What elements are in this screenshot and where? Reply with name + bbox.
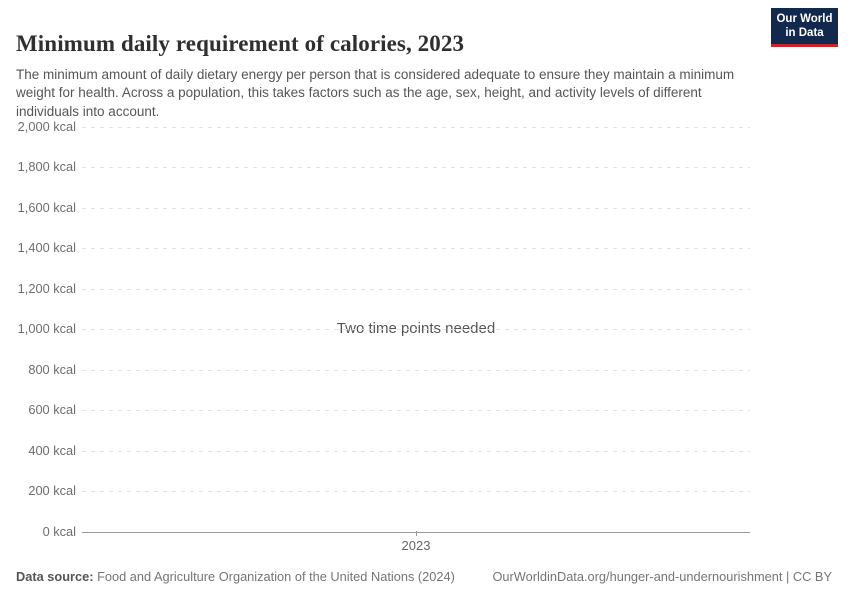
y-axis-label: 1,600 kcal <box>17 199 76 215</box>
gridline <box>82 288 750 290</box>
owid-logo-line1: Our World <box>776 13 833 25</box>
gridline <box>82 167 750 169</box>
chart-footer: Data source: Food and Agriculture Organi… <box>0 568 850 586</box>
y-axis-label: 1,200 kcal <box>17 280 76 296</box>
y-axis-label: 1,000 kcal <box>17 321 76 337</box>
gridline <box>82 491 750 493</box>
y-axis-label: 1,800 kcal <box>17 159 76 175</box>
gridline <box>82 248 750 250</box>
x-axis-tick <box>416 531 417 536</box>
gridline <box>82 410 750 412</box>
empty-chart-message: Two time points needed <box>82 319 750 339</box>
gridline <box>82 369 750 371</box>
y-axis-label: 1,400 kcal <box>17 240 76 256</box>
y-axis-label: 2,000 kcal <box>17 119 76 134</box>
gridline <box>82 127 750 128</box>
y-axis-label: 800 kcal <box>28 361 76 377</box>
y-axis-label: 400 kcal <box>28 442 76 458</box>
y-axis-label: 600 kcal <box>28 402 76 418</box>
gridline <box>82 329 750 331</box>
x-axis-line <box>82 531 750 533</box>
owid-logo[interactable]: Our World in Data <box>771 8 838 47</box>
page-title: Minimum daily requirement of calories, 2… <box>16 31 465 57</box>
y-axis-label: 0 kcal <box>42 523 76 539</box>
footer-link[interactable]: OurWorldinData.org/hunger-and-undernouri… <box>492 569 832 584</box>
data-source-value: Food and Agriculture Organization of the… <box>93 569 455 584</box>
x-tick-label: 2023 <box>401 538 431 553</box>
gridline <box>82 450 750 452</box>
gridline <box>82 207 750 209</box>
empty-chart-message-text: Two time points needed <box>327 319 505 339</box>
data-source-label: Data source: <box>16 569 94 584</box>
chart-subtitle: The minimum amount of daily dietary ener… <box>16 66 735 119</box>
y-axis-label: 200 kcal <box>28 483 76 499</box>
owid-logo-line2: in Data <box>785 26 824 39</box>
data-source: Data source: Food and Agriculture Organi… <box>16 568 455 586</box>
